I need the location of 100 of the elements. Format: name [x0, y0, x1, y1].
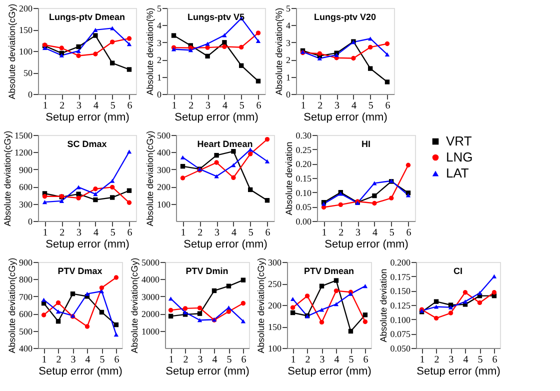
x-tick-label: 3 [206, 100, 211, 112]
x-tick-label: 2 [56, 354, 62, 366]
x-tick-label: 6 [127, 228, 132, 238]
y-tick-label: 0 [286, 90, 291, 100]
x-tick-label: 4 [222, 100, 228, 112]
y-tick-label: 1 [286, 72, 290, 82]
chart-title: Lungs-ptv Dmean [48, 12, 126, 22]
chart-title: PTV Dmax [58, 266, 102, 276]
y-tick-label: 0 [28, 90, 33, 100]
x-tick-label: 3 [334, 100, 340, 112]
x-tick-label: 4 [93, 228, 98, 238]
x-tick-label: 5 [239, 100, 244, 112]
y-tick-label: 900 [19, 164, 33, 175]
legend-label: VRT [446, 134, 472, 148]
x-tick-label: 3 [214, 228, 220, 238]
y-axis-title: Absolute deviation [378, 268, 388, 342]
x-tick-label: 4 [463, 354, 468, 366]
x-tick-label: 1 [180, 228, 186, 238]
x-axis-title: Setup error (mm) [324, 238, 408, 250]
x-tick-label: 4 [93, 100, 98, 112]
y-tick-label: 0.150 [390, 286, 411, 296]
y-tick-label: 0.100 [390, 314, 411, 325]
y-tick-label: 2000 [142, 309, 160, 320]
x-tick-label: 2 [434, 354, 440, 366]
x-tick-label: 4 [212, 354, 218, 366]
y-axis-title: Absolute deviation(cGy) [145, 130, 155, 226]
chart-title: SC Dmax [67, 139, 107, 149]
x-tick-label: 6 [241, 354, 246, 366]
x-tick-label: 1 [42, 354, 47, 366]
chart-title: Heart Dmean [197, 139, 253, 149]
x-tick-label: 6 [127, 100, 132, 112]
y-tick-label: 0.10 [296, 188, 312, 198]
y-tick-label: 0.30 [296, 130, 312, 140]
x-tick-label: 2 [198, 228, 203, 238]
y-tick-label: 0 [157, 90, 162, 100]
y-tick-label: 0.05 [296, 202, 312, 212]
chart-title: HI [362, 139, 370, 149]
y-tick-label: 500 [19, 326, 33, 336]
y-axis-title: Absolute deviation(%) [274, 8, 284, 96]
x-tick-label: 2 [188, 100, 194, 112]
y-tick-label: 5000 [142, 258, 160, 268]
y-tick-label: 4 [286, 20, 291, 31]
y-tick-label: 2 [157, 55, 162, 66]
chart-title: Lungs-ptv V20 [314, 12, 376, 22]
y-tick-label: 0.25 [296, 144, 312, 155]
x-tick-label: 3 [70, 354, 76, 366]
y-axis-title: Absolute deviation(cGy) [7, 4, 17, 100]
x-tick-label: 2 [60, 228, 65, 238]
chart-title: PTV Dmean [304, 266, 354, 276]
x-axis-title: Setup error (mm) [166, 366, 250, 378]
y-tick-label: 700 [19, 292, 33, 302]
y-tick-label: 0.175 [390, 272, 411, 282]
chart-title: PTV Dmin [186, 266, 228, 276]
y-tick-label: 150 [268, 322, 282, 332]
y-tick-label: 100 [157, 199, 171, 210]
x-tick-label: 1 [42, 228, 48, 238]
y-tick-label: 200 [19, 4, 33, 14]
y-axis-title: Absolute deviation(%) [145, 8, 155, 96]
x-tick-label: 5 [348, 354, 354, 366]
y-axis-title: Absolute deviation(cGy) [2, 130, 12, 226]
y-tick-label: 0.050 [390, 344, 411, 354]
x-axis-title: Setup error (mm) [288, 366, 372, 378]
legend-label: LAT [446, 166, 469, 180]
y-tick-label: 300 [157, 164, 171, 175]
y-tick-label: 0.20 [296, 159, 312, 170]
y-tick-label: 900 [19, 258, 33, 268]
y-axis-title: Absolute deviation(cGy) [7, 258, 17, 354]
x-tick-label: 5 [110, 100, 116, 112]
x-tick-label: 6 [265, 228, 270, 238]
y-tick-label: 1 [157, 72, 162, 82]
y-tick-label: 0.125 [390, 300, 411, 310]
y-tick-label: 0.15 [296, 174, 312, 184]
y-tick-label: 500 [157, 130, 171, 140]
x-tick-label: 3 [320, 354, 325, 366]
x-axis-title: Setup error (mm) [174, 112, 258, 124]
y-tick-label: 4000 [142, 274, 160, 285]
x-tick-label: 3 [76, 100, 82, 112]
y-tick-label: 3000 [142, 292, 160, 302]
x-axis-title: Setup error (mm) [46, 112, 130, 124]
y-tick-label: 300 [19, 199, 33, 210]
x-tick-label: 5 [100, 354, 105, 366]
y-tick-label: 5 [157, 4, 162, 14]
chart-title: CI [454, 266, 462, 276]
x-tick-label: 4 [85, 354, 90, 366]
x-tick-label: 1 [322, 228, 327, 238]
y-tick-label: 100 [19, 46, 33, 56]
x-tick-label: 6 [256, 100, 262, 112]
y-axis-title: Absolute deviation(cGy) [256, 258, 266, 354]
y-tick-label: 300 [268, 258, 282, 268]
y-tick-label: 50 [24, 68, 33, 78]
y-axis-title: Absolute deviation(cGy) [130, 258, 140, 354]
y-tick-label: 4 [157, 20, 162, 31]
y-tick-label: 3 [157, 38, 162, 48]
x-tick-label: 4 [334, 354, 340, 366]
x-tick-label: 6 [114, 354, 120, 366]
x-tick-label: 3 [76, 228, 82, 238]
x-tick-label: 4 [231, 228, 236, 238]
y-tick-label: 1200 [14, 148, 33, 158]
x-tick-label: 3 [198, 354, 203, 366]
y-tick-label: 5 [286, 4, 291, 14]
